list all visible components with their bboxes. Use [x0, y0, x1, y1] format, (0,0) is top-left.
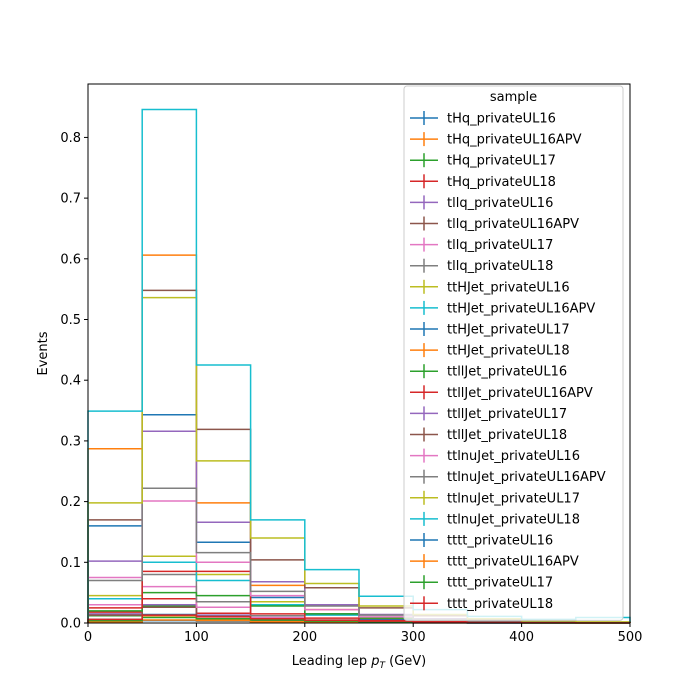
y-tick-label: 0.1	[60, 556, 81, 571]
y-tick-label: 0.6	[60, 252, 81, 267]
legend-label: tHq_privateUL18	[447, 175, 556, 190]
y-axis: 0.0 0.1 0.2 0.3 0.4 0.5 0.6 0.7 0.8	[60, 131, 88, 632]
x-tick-label: 100	[184, 630, 209, 645]
x-axis-label-unit: (GeV)	[385, 654, 426, 669]
legend-label: tllq_privateUL16APV	[447, 217, 579, 232]
x-tick-label: 300	[401, 630, 426, 645]
y-tick-label: 0.4	[60, 374, 81, 389]
legend-label: tHq_privateUL17	[447, 154, 556, 169]
legend-label: ttllJet_privateUL18	[447, 428, 567, 443]
legend-box	[403, 85, 624, 621]
legend-label: tllq_privateUL18	[447, 259, 553, 274]
legend-label: ttlnuJet_privateUL16APV	[447, 470, 606, 485]
x-tick-label: 200	[292, 630, 317, 645]
legend-label: tttt_privateUL16	[447, 534, 553, 549]
axes-frame	[87, 83, 631, 624]
legend-label: ttHJet_privateUL18	[447, 344, 570, 359]
legend: sample tHq_privateUL16 tHq_privateUL16APVt…	[403, 85, 624, 621]
x-tick-label: 500	[618, 630, 643, 645]
legend-label: tHq_privateUL16	[447, 112, 556, 127]
legend-label: tttt_privateUL16APV	[447, 555, 579, 570]
x-axis-label-text: Leading lep	[292, 654, 371, 669]
x-tick-label: 400	[509, 630, 534, 645]
y-tick-label: 0.0	[60, 617, 81, 632]
y-axis-label: Events	[36, 331, 51, 375]
y-tick-label: 0.5	[60, 313, 81, 328]
legend-label: tllq_privateUL16	[447, 196, 553, 211]
legend-title: sample	[490, 90, 537, 105]
legend-label: ttlnuJet_privateUL18	[447, 512, 580, 527]
legend-label: ttllJet_privateUL16	[447, 365, 567, 380]
x-axis-label: Leading lep pT (GeV)	[292, 654, 426, 671]
x-tick-label: 0	[84, 630, 92, 645]
legend-label: tttt_privateUL18	[447, 597, 553, 612]
x-axis: 0 100 200 300 400 500	[84, 623, 643, 645]
legend-label: ttHJet_privateUL16	[447, 280, 570, 295]
x-axis-label-subscript: T	[379, 661, 386, 671]
legend-label: ttllJet_privateUL17	[447, 407, 567, 422]
y-tick-label: 0.7	[60, 192, 81, 207]
legend-label: ttllJet_privateUL16APV	[447, 386, 593, 401]
legend-label: ttHJet_privateUL17	[447, 323, 570, 338]
legend-label: ttlnuJet_privateUL17	[447, 491, 580, 506]
x-axis-label-math: p	[370, 654, 379, 669]
legend-label: tHq_privateUL16APV	[447, 133, 582, 148]
legend-label: ttlnuJet_privateUL16	[447, 449, 580, 464]
y-tick-label: 0.3	[60, 434, 81, 449]
legend-label: ttHJet_privateUL16APV	[447, 301, 595, 316]
y-tick-label: 0.2	[60, 495, 81, 510]
y-tick-label: 0.8	[60, 131, 81, 146]
legend-label: tttt_privateUL17	[447, 576, 553, 591]
legend-label: tllq_privateUL17	[447, 238, 553, 253]
